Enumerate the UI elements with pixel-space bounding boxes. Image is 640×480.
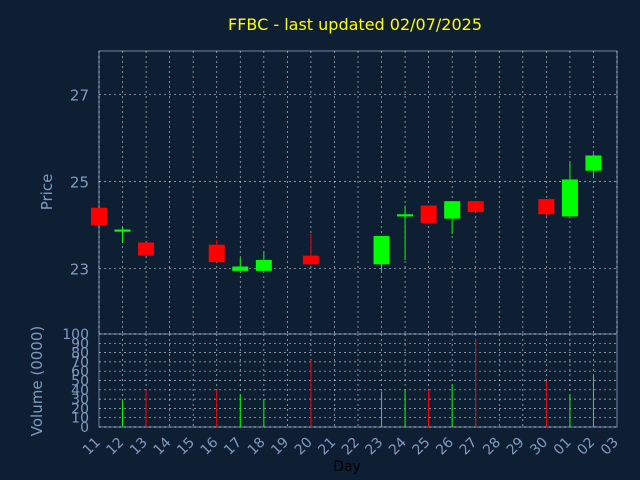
candle-body <box>232 266 249 271</box>
candle-body <box>208 244 225 263</box>
volume-tick-label: 0 <box>80 420 89 436</box>
candle-body <box>302 255 319 265</box>
chart-title: FFBC - last updated 02/07/2025 <box>228 15 482 34</box>
price-axis-label: Price <box>38 174 56 211</box>
price-tick-label: 25 <box>70 174 89 192</box>
volume-tick-label: 40 <box>71 383 89 399</box>
volume-tick-label: 100 <box>62 327 89 343</box>
candle-body <box>538 199 555 215</box>
volume-tick-label: 20 <box>71 401 89 417</box>
volume-tick-label: 50 <box>71 374 89 390</box>
candle-body <box>138 242 155 256</box>
x-axis-label: Day <box>333 459 361 475</box>
candle-body <box>373 236 390 265</box>
candle-body <box>420 205 437 223</box>
candle-body <box>467 201 484 213</box>
candle-body <box>585 155 602 171</box>
volume-tick-label: 30 <box>71 392 89 408</box>
volume-tick-label: 60 <box>71 364 89 380</box>
candle-body <box>444 201 461 219</box>
volume-axis-label: Volume (0000) <box>28 326 46 436</box>
candle-body <box>114 229 131 232</box>
price-panel: 23 25 27 <box>70 50 618 335</box>
price-tick-label: 23 <box>70 261 89 279</box>
volume-tick-label: 70 <box>71 355 89 371</box>
volume-tick-label: 90 <box>71 336 89 352</box>
price-tick-label: 27 <box>70 87 89 105</box>
volume-tick-label: 80 <box>71 346 89 362</box>
candle-body <box>397 214 414 217</box>
candle-body <box>561 179 578 217</box>
volume-tick-label: 10 <box>71 411 89 427</box>
candle-body <box>255 259 272 271</box>
candle-body <box>91 207 107 226</box>
